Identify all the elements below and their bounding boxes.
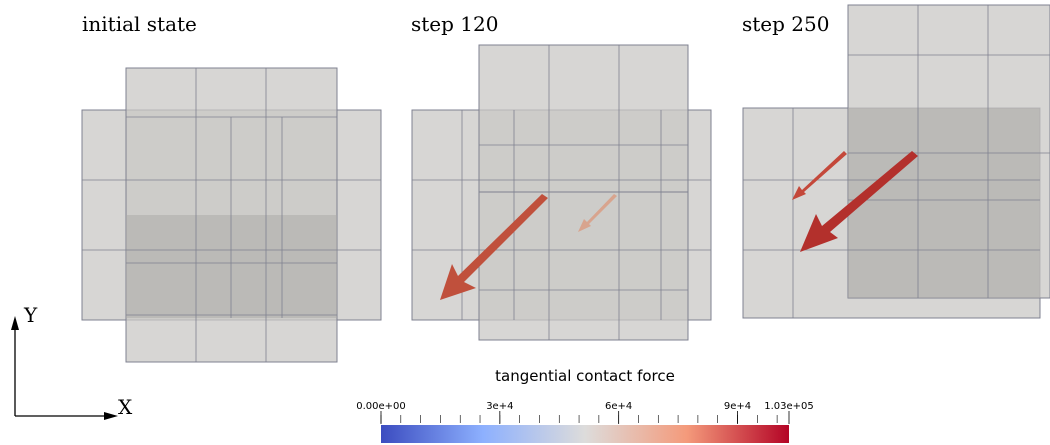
panel-title: step 120 <box>411 12 498 36</box>
tick-label: 0.00e+00 <box>356 401 406 412</box>
panel-title: step 250 <box>742 12 829 36</box>
figure: initial state step 120 step 250 Y X tangen… <box>0 0 1050 445</box>
tick-label: 6e+4 <box>605 401 632 412</box>
tick-label: 1.03e+05 <box>764 401 814 412</box>
axis-label-y: Y <box>23 303 38 327</box>
colorbar-title: tangential contact force <box>495 367 675 385</box>
mesh-step-120 <box>412 45 711 340</box>
panel-title: initial state <box>82 12 197 36</box>
colorbar <box>381 425 789 443</box>
axis-label-x: X <box>118 395 133 419</box>
tick-label: 3e+4 <box>486 401 513 412</box>
mesh-initial <box>82 68 381 362</box>
mesh-step-250 <box>743 5 1050 318</box>
tick-label: 9e+4 <box>724 401 751 412</box>
